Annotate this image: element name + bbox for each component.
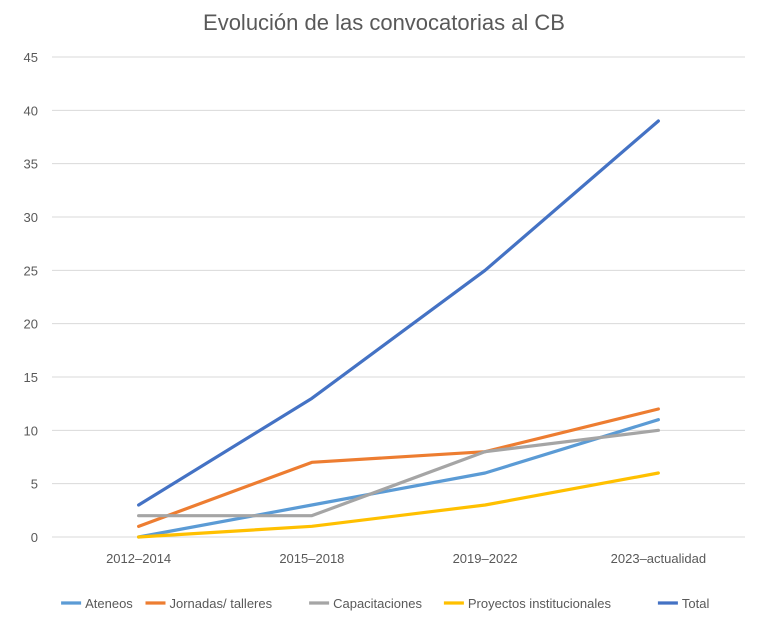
legend-item: Jornadas/ talleres	[145, 596, 273, 611]
y-tick-label: 15	[24, 370, 38, 385]
legend-item: Total	[657, 596, 710, 611]
y-axis-ticks: 0 5 10 15 20 25 30 35 40 45	[24, 50, 38, 545]
series-line-jornadas-talleres	[137, 407, 660, 528]
series-lines	[137, 119, 660, 539]
legend-label: Ateneos	[85, 596, 133, 611]
legend-label: Total	[682, 596, 710, 611]
chart-title: Evolución de las convocatorias al CB	[203, 10, 565, 35]
legend-label: Jornadas/ talleres	[170, 596, 273, 611]
series-line-proyectos-institucionales	[137, 471, 660, 539]
x-tick-label: 2015–2018	[279, 551, 344, 566]
legend-label: Capacitaciones	[333, 596, 422, 611]
legend-item: Ateneos	[61, 596, 133, 611]
x-tick-label: 2019–2022	[453, 551, 518, 566]
y-tick-label: 10	[24, 423, 38, 438]
legend-item: Proyectos institucionales	[443, 596, 612, 611]
y-tick-label: 0	[31, 530, 38, 545]
series-line-ateneos	[137, 418, 660, 539]
legend-label: Proyectos institucionales	[468, 596, 612, 611]
y-tick-label: 25	[24, 263, 38, 278]
x-tick-label: 2012–2014	[106, 551, 171, 566]
y-tick-label: 30	[24, 210, 38, 225]
x-tick-label: 2023–actualidad	[611, 551, 706, 566]
y-tick-label: 20	[24, 317, 38, 332]
x-axis-ticks: 2012–2014 2015–2018 2019–2022 2023–actualid…	[106, 551, 706, 566]
series-line-total	[137, 119, 660, 507]
y-tick-label: 45	[24, 50, 38, 65]
gridlines	[52, 56, 745, 538]
legend-item: Capacitaciones	[309, 596, 422, 611]
y-tick-label: 35	[24, 157, 38, 172]
y-tick-label: 5	[31, 477, 38, 492]
legend: Ateneos Jornadas/ talleres Capacitaciones P…	[61, 596, 709, 611]
y-tick-label: 40	[24, 103, 38, 118]
series-line-capacitaciones	[137, 428, 660, 518]
